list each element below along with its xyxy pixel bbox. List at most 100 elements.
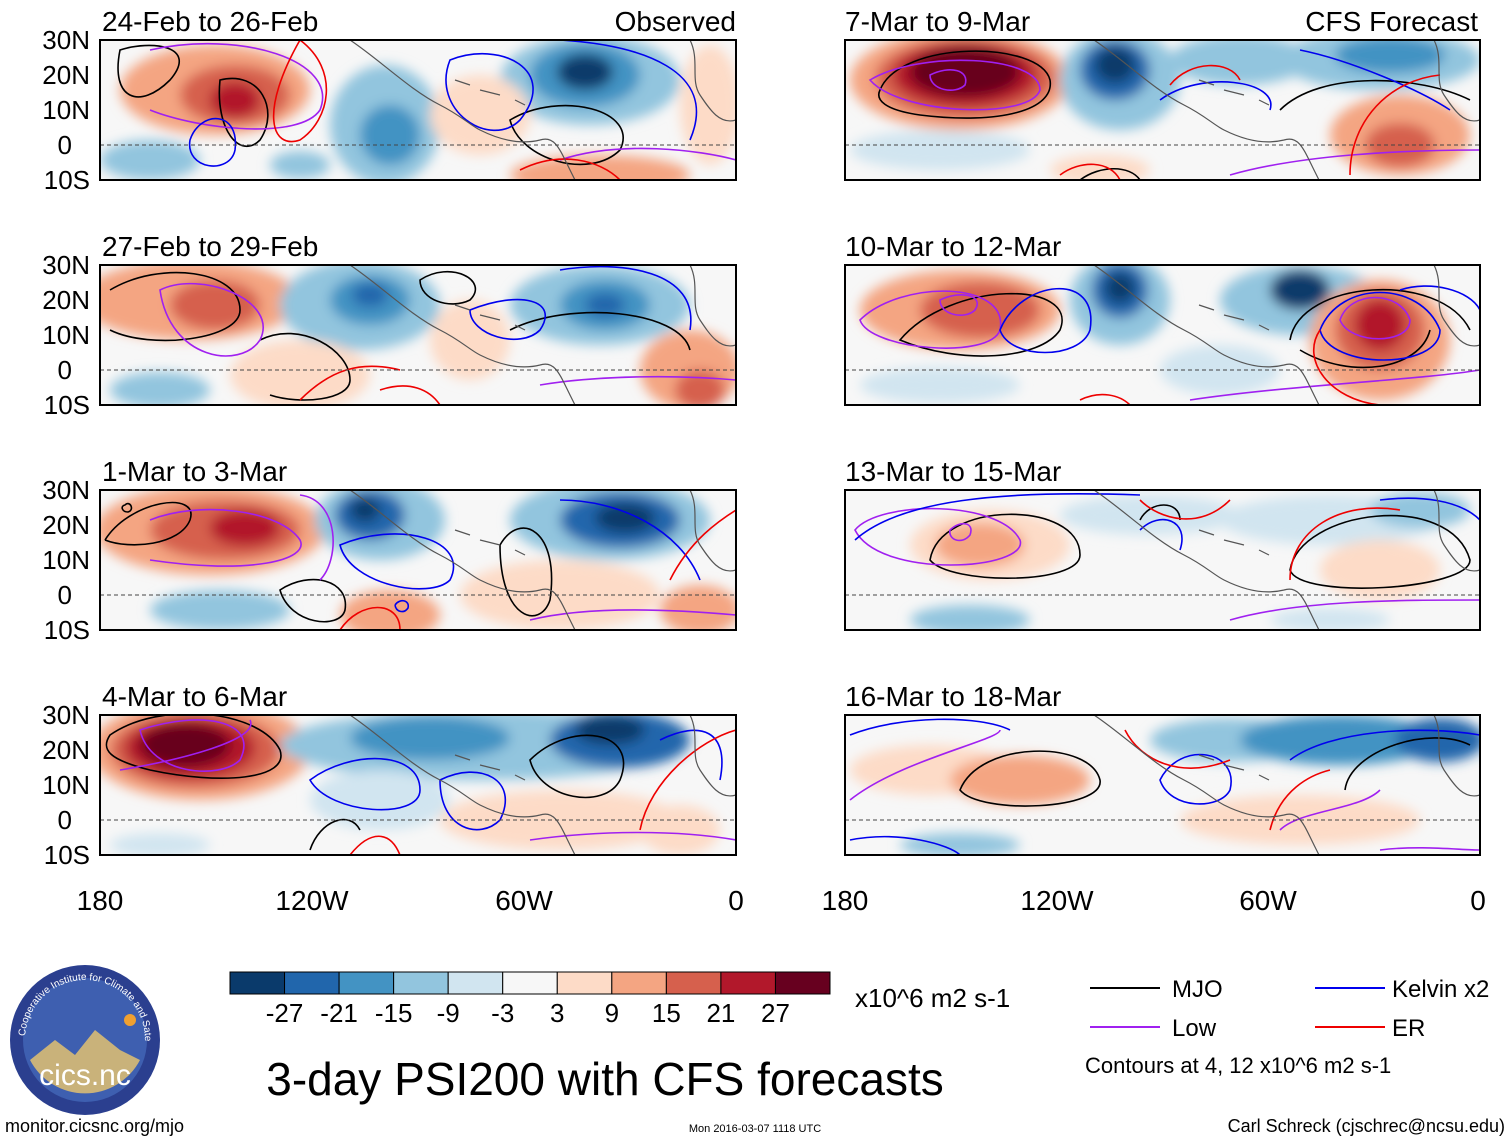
- panel-p1-period: 24-Feb to 26-Feb: [102, 6, 318, 37]
- panel-p6: 10-Mar to 12-Mar: [844, 231, 1481, 406]
- colorbar-swatch: [338, 971, 395, 995]
- lon-tick-label: 120W: [275, 885, 349, 916]
- lat-tick-label: 10N: [42, 95, 90, 125]
- lat-tick-label: 30N: [42, 475, 90, 505]
- panel-p2-period: 27-Feb to 29-Feb: [102, 231, 318, 262]
- lon-tick-label: 180: [77, 885, 124, 916]
- panel-p5-field: [845, 40, 1480, 180]
- legend-item-er: ER: [1315, 1015, 1425, 1042]
- lat-tick-label: 0: [58, 355, 72, 385]
- panel-p7: 13-Mar to 15-Mar: [844, 456, 1481, 631]
- colorbar-tick-label: -21: [320, 998, 358, 1028]
- panel-p2-lat-labels: 30N 20N 10N 0 10S: [42, 250, 90, 420]
- colorbar-tick-label: 21: [706, 998, 735, 1028]
- lat-tick-label: 20N: [42, 60, 90, 90]
- colorbar-tick-label: 9: [605, 998, 619, 1028]
- lat-tick-label: 30N: [42, 25, 90, 55]
- colorbar-tick-label: 15: [652, 998, 681, 1028]
- legend-label: ER: [1392, 1015, 1425, 1042]
- panel-p1: 24-Feb to 26-Feb Observed 30N 20N 10N 0 …: [42, 6, 737, 195]
- colorbar-swatch: [393, 971, 449, 995]
- lat-tick-label: 10S: [44, 165, 90, 195]
- colorbar-tick-label: -3: [491, 998, 514, 1028]
- forecast-label: CFS Forecast: [1305, 6, 1478, 37]
- colorbar-swatches: [229, 971, 831, 995]
- figure-title: 3-day PSI200 with CFS forecasts: [266, 1053, 944, 1105]
- panel-p6-period: 10-Mar to 12-Mar: [845, 231, 1061, 262]
- panel-p8-period: 16-Mar to 18-Mar: [845, 681, 1061, 712]
- colorbar-tick-label: -9: [437, 998, 460, 1028]
- panel-p6-field: [845, 265, 1480, 405]
- contours-note: Contours at 4, 12 x10^6 m2 s-1: [1085, 1053, 1391, 1078]
- colorbar-tick-label: -15: [375, 998, 413, 1028]
- panel-p3: 1-Mar to 3-Mar 30N 20N 10N 0 10S: [42, 456, 737, 645]
- panel-p1-lat-labels: 30N 20N 10N 0 10S: [42, 25, 90, 195]
- lat-tick-label: 30N: [42, 700, 90, 730]
- panel-p8: 16-Mar to 18-Mar: [844, 681, 1481, 856]
- lat-tick-label: 20N: [42, 285, 90, 315]
- legend-item-low: Low: [1090, 1015, 1217, 1042]
- colorbar-swatch: [720, 971, 776, 995]
- legend-label: MJO: [1172, 976, 1223, 1003]
- lat-tick-label: 10S: [44, 390, 90, 420]
- legend-item-mjo: MJO: [1090, 976, 1223, 1003]
- lat-tick-label: 0: [58, 580, 72, 610]
- colorbar-swatch: [611, 971, 667, 995]
- footer-timestamp: Mon 2016-03-07 1118 UTC: [689, 1123, 821, 1135]
- lon-tick-label: 0: [728, 885, 744, 916]
- lon-axis-left: 180 120W 60W 0: [77, 885, 744, 916]
- legend-item-kelvin: Kelvin x2: [1315, 976, 1489, 1003]
- colorbar-swatch: [556, 971, 613, 995]
- colorbar-swatch: [774, 971, 831, 995]
- lon-tick-label: 120W: [1020, 885, 1094, 916]
- panel-p8-field: [845, 715, 1480, 855]
- lat-tick-label: 10N: [42, 320, 90, 350]
- footer-site: monitor.cicsnc.org/mjo: [5, 1116, 184, 1136]
- panel-p7-field: [845, 490, 1480, 630]
- colorbar-swatch: [229, 971, 286, 995]
- lat-tick-label: 10N: [42, 545, 90, 575]
- lat-tick-label: 10S: [44, 840, 90, 870]
- colorbar-swatch: [447, 971, 504, 995]
- lon-tick-label: 0: [1470, 885, 1486, 916]
- panel-p2: 27-Feb to 29-Feb 30N 20N 10N 0 10S: [42, 231, 737, 420]
- footer-author: Carl Schreck (cjschrec@ncsu.edu): [1228, 1116, 1505, 1136]
- panel-p3-lat-labels: 30N 20N 10N 0 10S: [42, 475, 90, 645]
- legend-label: Low: [1172, 1015, 1217, 1042]
- panel-p4: 4-Mar to 6-Mar 30N 20N 10N 0 10S: [42, 681, 737, 870]
- colorbar-tick-label: 3: [550, 998, 564, 1028]
- lon-axis-right: 180 120W 60W 0: [822, 885, 1486, 916]
- sun-icon: [124, 1014, 136, 1026]
- logo-text: cics.nc: [39, 1059, 131, 1092]
- legend-label: Kelvin x2: [1392, 976, 1489, 1003]
- panel-p5: 7-Mar to 9-Mar CFS Forecast: [844, 6, 1481, 181]
- colorbar: -27 -21 -15 -9 -3 3 9 15 21 27 x10^6 m2 s-1: [229, 971, 1010, 1028]
- lat-tick-label: 10S: [44, 615, 90, 645]
- colorbar-tick-label: 27: [761, 998, 790, 1028]
- observed-label: Observed: [615, 6, 736, 37]
- panel-p2-field: [100, 265, 736, 405]
- panel-p3-period: 1-Mar to 3-Mar: [102, 456, 287, 487]
- panel-p4-field: [100, 715, 736, 855]
- colorbar-tick-label: -27: [266, 998, 304, 1028]
- lat-tick-label: 10N: [42, 770, 90, 800]
- lat-tick-label: 0: [58, 805, 72, 835]
- lon-tick-label: 60W: [1239, 885, 1297, 916]
- panel-p4-lat-labels: 30N 20N 10N 0 10S: [42, 700, 90, 870]
- panel-p5-period: 7-Mar to 9-Mar: [845, 6, 1030, 37]
- panel-p3-field: [100, 490, 736, 630]
- lon-tick-label: 180: [822, 885, 869, 916]
- colorbar-swatch: [502, 971, 558, 995]
- panel-p1-field: [100, 40, 736, 180]
- colorbar-units: x10^6 m2 s-1: [855, 983, 1010, 1013]
- colorbar-swatch: [284, 971, 340, 995]
- colorbar-ticks: -27 -21 -15 -9 -3 3 9 15 21 27: [266, 998, 790, 1028]
- panel-p7-period: 13-Mar to 15-Mar: [845, 456, 1061, 487]
- legend: MJO Kelvin x2 Low ER Contours at 4, 12 x…: [1085, 976, 1489, 1078]
- lat-tick-label: 30N: [42, 250, 90, 280]
- colorbar-swatch: [665, 971, 722, 995]
- lat-tick-label: 0: [58, 130, 72, 160]
- lon-tick-label: 60W: [495, 885, 553, 916]
- panel-p4-period: 4-Mar to 6-Mar: [102, 681, 287, 712]
